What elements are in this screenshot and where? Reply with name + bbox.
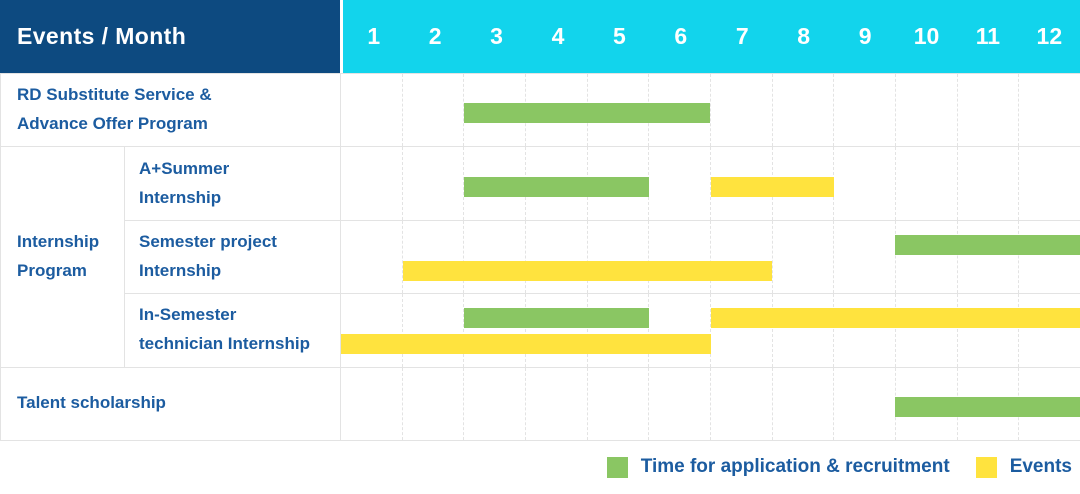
month-gridline — [588, 367, 650, 440]
legend-item-green: Time for application & recruitment — [606, 456, 950, 478]
month-header-7: 7 — [735, 23, 749, 49]
month-gridline — [588, 294, 650, 367]
month-gridline — [1019, 294, 1080, 366]
month-gridline — [896, 74, 958, 147]
month-gridline — [834, 367, 897, 440]
legend: Time for application & recruitment Events — [0, 439, 1080, 494]
month-gridline — [773, 367, 835, 440]
legend-label-yellow: Events — [1009, 456, 1072, 478]
bar-green-month3-to-5 — [464, 308, 649, 329]
month-gridline — [1019, 221, 1080, 293]
month-gridline — [649, 294, 712, 367]
row-chart-area — [340, 219, 1080, 294]
month-gridline — [403, 147, 465, 220]
bar-yellow-month1-to-6 — [341, 334, 711, 355]
bar-green-month10-to-12 — [895, 396, 1080, 417]
month-gridline — [773, 294, 835, 367]
month-header-4: 4 — [551, 23, 565, 49]
month-gridline — [464, 294, 527, 367]
month-gridline — [1019, 74, 1080, 146]
month-header-12: 12 — [1036, 23, 1063, 49]
month-gridline — [773, 74, 835, 147]
month-gridline — [896, 147, 958, 220]
month-header-6: 6 — [674, 23, 688, 49]
row-label: RD Substitute Service & Advance Offer Pr… — [0, 73, 340, 147]
header-events-month-cell: Events / Month — [0, 0, 340, 73]
month-header-5: 5 — [613, 23, 626, 49]
legend-swatch-yellow — [975, 456, 997, 478]
month-gridline — [711, 367, 773, 440]
row-label: Semester project Internship — [124, 219, 340, 294]
month-header-11: 11 — [975, 23, 1001, 49]
bar-green-month10-to-12 — [895, 234, 1080, 255]
month-gridline — [711, 294, 773, 367]
month-gridline — [711, 220, 773, 294]
row-chart-area — [340, 146, 1080, 220]
month-header-row: 1 2 3 4 5 6 7 8 9 10 11 12 — [340, 0, 1080, 73]
row-label: In-Semester technician Internship — [124, 293, 340, 367]
month-gridline — [403, 367, 465, 440]
month-header-10: 10 — [913, 23, 940, 49]
row-label: Talent scholarship — [0, 366, 340, 440]
month-gridline — [341, 147, 403, 220]
month-gridline — [711, 74, 773, 147]
month-gridline — [834, 220, 897, 294]
table-title: Events / Month — [17, 23, 187, 49]
legend-label-green: Time for application & recruitment — [640, 456, 950, 478]
month-gridline — [464, 367, 527, 440]
month-gridline — [1019, 147, 1080, 219]
month-gridline — [896, 294, 958, 367]
month-gridlines — [341, 74, 1080, 147]
month-gridline — [958, 220, 1020, 294]
month-gridline — [526, 367, 588, 440]
bar-green-month3-to-5 — [464, 176, 649, 197]
month-gridline — [834, 147, 897, 220]
month-gridline — [341, 220, 403, 294]
row-chart-area — [340, 366, 1080, 440]
month-gridline — [526, 220, 588, 294]
month-gridline — [773, 220, 835, 294]
month-gridline — [464, 220, 527, 294]
month-gridline — [958, 294, 1020, 367]
month-gridline — [403, 220, 465, 294]
month-header-8: 8 — [797, 23, 811, 49]
bar-yellow-month7-to-8 — [710, 176, 834, 197]
month-header-9: 9 — [858, 23, 872, 49]
month-gridline — [896, 220, 958, 294]
row-chart-area — [340, 73, 1080, 147]
month-gridline — [958, 147, 1020, 220]
month-header-1: 1 — [367, 23, 381, 49]
month-gridline — [834, 74, 897, 147]
legend-item-yellow: Events — [975, 456, 1072, 478]
month-gridline — [526, 294, 588, 367]
month-gridline — [341, 74, 403, 147]
row-group-label-internship-program: Internship Program — [0, 146, 124, 367]
month-gridline — [341, 367, 403, 440]
month-gridline — [773, 147, 835, 220]
month-gridline — [834, 294, 897, 367]
row-label: A+Summer Internship — [124, 146, 340, 220]
month-gridline — [649, 74, 712, 147]
row-chart-area — [340, 293, 1080, 367]
month-gridlines — [341, 294, 1080, 367]
month-gridline — [588, 220, 650, 294]
month-gridlines — [341, 220, 1080, 294]
month-header-2: 2 — [428, 23, 442, 49]
bar-yellow-month2-to-7 — [402, 260, 773, 281]
bar-green-month3-to-6 — [464, 103, 711, 124]
bar-yellow-month7-to-12 — [710, 308, 1080, 329]
month-gridline — [958, 74, 1020, 147]
month-gridline — [649, 220, 712, 294]
month-gridline — [403, 74, 465, 147]
month-gridline — [341, 294, 403, 367]
month-header-3: 3 — [490, 23, 503, 49]
month-gridline — [403, 294, 465, 367]
month-gridline — [649, 367, 712, 440]
legend-swatch-green — [606, 456, 628, 478]
month-gridline — [649, 147, 712, 220]
